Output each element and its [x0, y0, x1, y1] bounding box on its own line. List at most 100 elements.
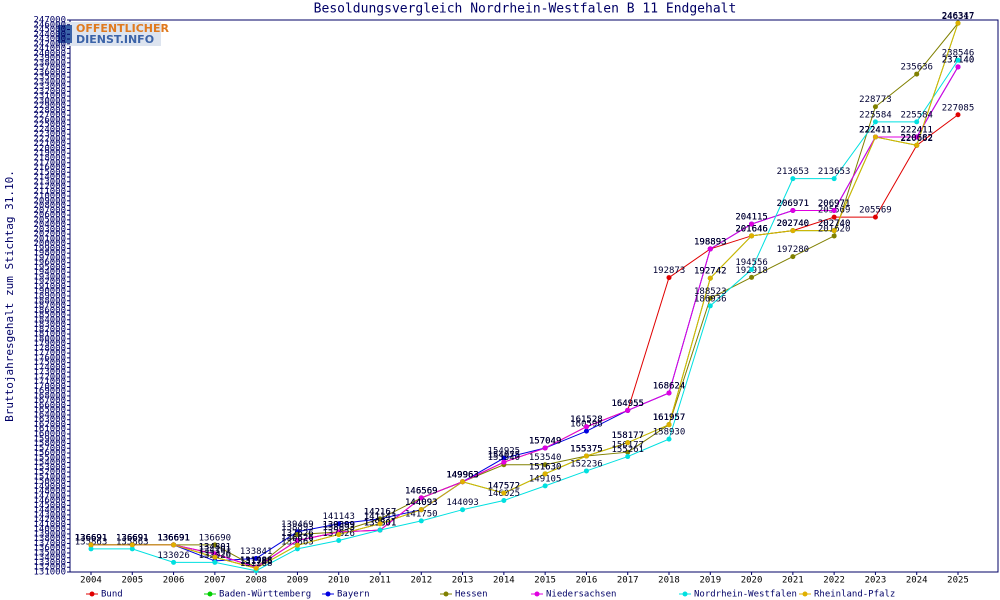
point	[501, 498, 507, 504]
logo-text: DIENST.INFO	[76, 33, 154, 46]
value-label: 246347	[942, 12, 975, 22]
point	[749, 274, 755, 280]
value-label: 139399	[322, 521, 355, 531]
value-label: 131988	[240, 556, 273, 566]
y-tick-label: 134000	[33, 553, 66, 563]
value-label: 222411	[859, 126, 892, 136]
point	[790, 254, 796, 260]
value-label: 141143	[364, 512, 397, 522]
point	[418, 507, 424, 513]
value-label: 201646	[735, 224, 768, 234]
value-label: 152236	[570, 459, 603, 469]
point	[377, 516, 383, 522]
value-label: 202740	[818, 219, 851, 229]
point	[914, 119, 920, 125]
value-label: 136690	[199, 533, 232, 543]
y-tick-label: 136000	[33, 544, 66, 554]
y-tick-label: 141000	[33, 520, 66, 530]
y-tick-label: 171000	[33, 377, 66, 387]
value-label: 136691	[75, 533, 108, 543]
y-tick-label: 204000	[33, 220, 66, 230]
series-line	[91, 66, 959, 568]
y-tick-label: 160000	[33, 430, 66, 440]
value-label: 155375	[570, 445, 603, 455]
legend-marker	[207, 591, 213, 597]
value-label: 202740	[777, 219, 810, 229]
y-tick-label: 217000	[33, 158, 66, 168]
y-tick-label: 187000	[33, 301, 66, 311]
y-tick-label: 146000	[33, 496, 66, 506]
y-tick-label: 216000	[33, 163, 66, 173]
legend-marker	[443, 591, 449, 597]
y-tick-label: 245000	[33, 25, 66, 35]
point	[171, 559, 177, 565]
value-label: 225584	[859, 110, 892, 120]
value-label: 246317	[942, 12, 975, 22]
point	[955, 57, 961, 63]
legend-label: Baden-Württemberg	[219, 590, 311, 600]
y-tick-label: 197000	[33, 253, 66, 263]
value-label: 246347	[942, 12, 975, 22]
y-tick-label: 225000	[33, 120, 66, 130]
value-label: 133841	[240, 547, 273, 557]
series-line	[91, 114, 959, 568]
logo: OFFENTLICHER DIENST.INFO	[55, 22, 169, 46]
value-label: 141750	[405, 509, 438, 519]
value-label: 134801	[199, 542, 232, 552]
value-label: 161957	[653, 413, 686, 423]
x-tick-label: 2008	[245, 576, 267, 586]
value-label: 138893	[322, 523, 355, 533]
value-label: 202740	[818, 219, 851, 229]
value-label: 197280	[777, 245, 810, 255]
value-label: 146569	[405, 486, 438, 496]
point	[460, 479, 466, 485]
value-label: 136691	[157, 533, 190, 543]
y-tick-label: 144000	[33, 506, 66, 516]
y-tick-label: 233000	[33, 82, 66, 92]
point	[212, 554, 218, 560]
value-label: 149963	[446, 470, 479, 480]
point	[88, 542, 94, 548]
value-label: 161957	[653, 413, 686, 423]
value-label: 206971	[777, 199, 810, 209]
x-tick-label: 2019	[699, 576, 721, 586]
x-tick-label: 2011	[369, 576, 391, 586]
value-label: 198893	[694, 237, 727, 247]
y-tick-label: 208000	[33, 201, 66, 211]
y-tick-label: 163000	[33, 415, 66, 425]
y-tick-label: 170000	[33, 382, 66, 392]
point	[336, 521, 342, 527]
y-tick-label: 202000	[33, 230, 66, 240]
y-tick-label: 235000	[33, 73, 66, 83]
y-tick-label: 194000	[33, 268, 66, 278]
series-line	[91, 22, 959, 569]
point	[666, 390, 672, 396]
point	[872, 104, 878, 110]
value-label: 144093	[446, 498, 479, 508]
x-tick-label: 2021	[782, 576, 804, 586]
value-label: 155261	[611, 445, 644, 455]
point	[88, 546, 94, 552]
y-tick-label: 238000	[33, 58, 66, 68]
y-tick-label: 152000	[33, 468, 66, 478]
point	[418, 495, 424, 501]
value-label: 192742	[694, 267, 727, 277]
value-label: 206971	[818, 199, 851, 209]
value-label: 202740	[777, 219, 810, 229]
x-tick-label: 2005	[121, 576, 143, 586]
y-tick-label: 140000	[33, 525, 66, 535]
value-label: 153540	[529, 453, 562, 463]
x-tick-label: 2024	[906, 576, 928, 586]
value-label: 161528	[570, 415, 603, 425]
y-tick-label: 188000	[33, 296, 66, 306]
value-label: 158177	[611, 431, 644, 441]
value-label: 144093	[405, 498, 438, 508]
legend-label: Rheinland-Pfalz	[814, 590, 895, 600]
point	[707, 295, 713, 301]
series-line	[91, 22, 959, 569]
y-tick-label: 228000	[33, 106, 66, 116]
point	[583, 428, 589, 434]
y-tick-label: 154000	[33, 458, 66, 468]
value-label: 133026	[157, 551, 190, 561]
value-label: 131268	[240, 559, 273, 569]
